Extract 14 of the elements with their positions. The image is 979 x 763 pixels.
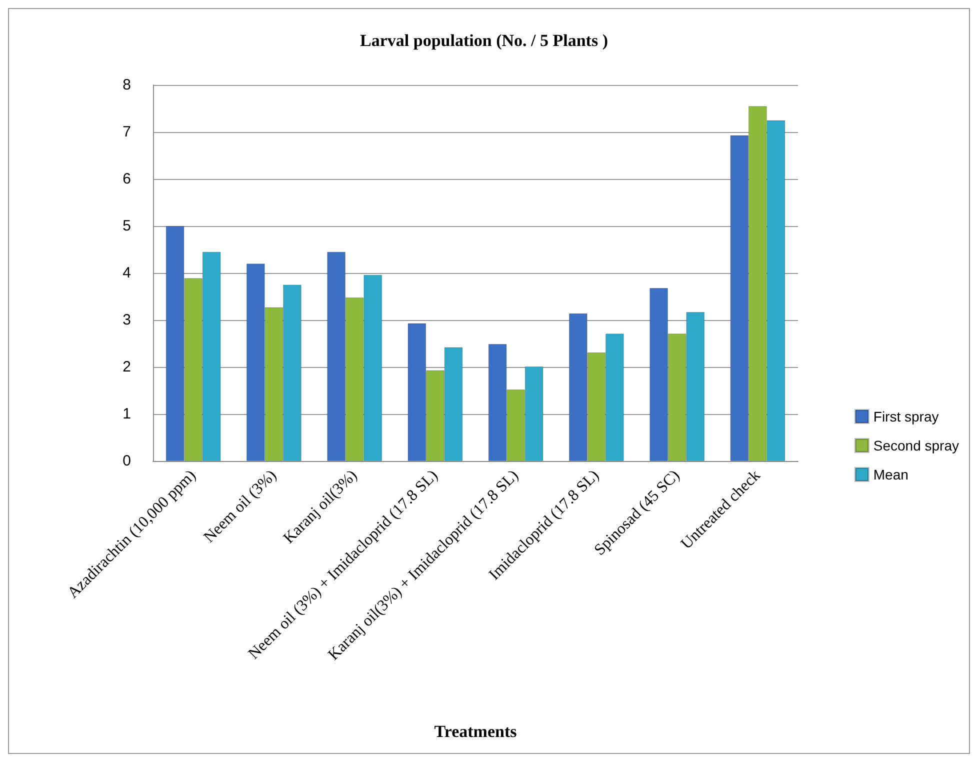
- y-tick-label: 0: [122, 452, 131, 470]
- y-tick-label: 7: [122, 124, 131, 140]
- legend-label: First spray: [873, 408, 939, 424]
- y-tick-label: 2: [122, 358, 131, 376]
- chart-title: Larval population (No. / 5 Plants ): [360, 31, 608, 50]
- legend-label: Mean: [873, 466, 908, 482]
- y-tick-label: 3: [122, 312, 131, 328]
- y-tick-label: 1: [122, 406, 131, 422]
- y-tick-label: 6: [122, 170, 131, 188]
- y-tick-label: 4: [122, 264, 131, 282]
- y-tick-label: 8: [122, 76, 131, 94]
- y-tick-label: 5: [122, 218, 131, 234]
- x-axis-title: Treatments: [434, 722, 518, 741]
- legend-label: Second spray: [873, 438, 960, 454]
